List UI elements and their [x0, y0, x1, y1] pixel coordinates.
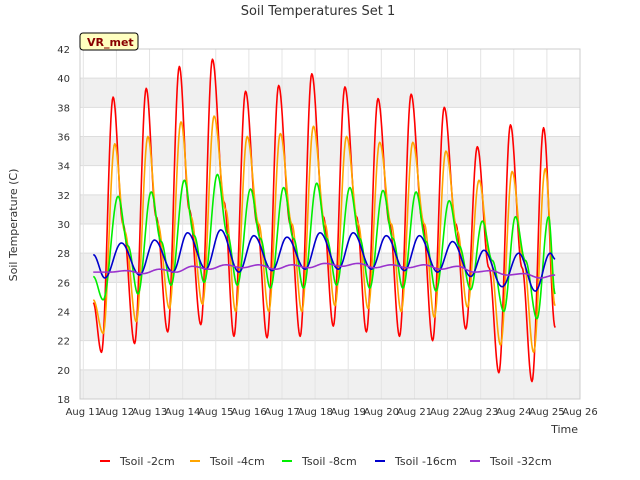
- x-tick-label: Aug 25: [529, 407, 564, 418]
- series-line: [92, 173, 556, 320]
- x-tick-label: Aug 13: [132, 407, 167, 418]
- legend-label: Tsoil -16cm: [394, 455, 457, 468]
- x-tick-label: Aug 14: [165, 407, 200, 418]
- station-badge: VR_met: [79, 32, 139, 51]
- x-tick-label: Aug 18: [297, 407, 332, 418]
- x-tick-label: Aug 20: [364, 407, 399, 418]
- chart-title: Soil Temperatures Set 1: [241, 4, 396, 19]
- station-badge-text: VR_met: [87, 36, 134, 49]
- x-tick-label: Aug 26: [562, 407, 597, 418]
- legend-item: Tsoil -16cm: [375, 455, 457, 468]
- y-axis-ticks: 18 20 22 24 26 28 30 32 34 36 38 40 42: [57, 45, 70, 406]
- series-line: [92, 115, 556, 354]
- legend-item: Tsoil -4cm: [190, 455, 265, 468]
- y-tick-label: 20: [57, 366, 70, 377]
- y-tick-label: 32: [57, 191, 70, 202]
- y-tick-label: 22: [57, 337, 70, 348]
- x-tick-label: Aug 19: [330, 407, 365, 418]
- legend-item: Tsoil -32cm: [470, 455, 552, 468]
- legend-item: Tsoil -2cm: [100, 455, 175, 468]
- y-tick-label: 40: [57, 74, 70, 85]
- y-tick-label: 30: [57, 220, 70, 231]
- y-tick-label: 34: [57, 162, 70, 173]
- y-tick-label: 18: [57, 395, 70, 406]
- y-axis-label: Soil Temperature (C): [7, 169, 20, 282]
- legend-label: Tsoil -8cm: [301, 455, 357, 468]
- plot-band: [80, 136, 580, 166]
- y-tick-label: 42: [57, 45, 70, 56]
- x-tick-label: Aug 22: [430, 407, 465, 418]
- x-axis-label: Time: [550, 423, 578, 436]
- series-line: [93, 262, 556, 279]
- legend-label: Tsoil -32cm: [489, 455, 552, 468]
- x-tick-label: Aug 15: [198, 407, 233, 418]
- y-tick-label: 38: [57, 103, 70, 114]
- x-tick-label: Aug 17: [264, 407, 299, 418]
- legend-item: Tsoil -8cm: [282, 455, 357, 468]
- y-tick-label: 24: [57, 308, 70, 319]
- legend-label: Tsoil -4cm: [209, 455, 265, 468]
- plot-band: [80, 78, 580, 108]
- y-tick-label: 28: [57, 249, 70, 260]
- series-line: [93, 229, 556, 292]
- plot-area: [79, 48, 581, 400]
- y-tick-label: 26: [57, 278, 70, 289]
- station-badge-box: [79, 32, 139, 51]
- plot-band: [80, 311, 580, 341]
- x-tick-label: Aug 24: [496, 407, 531, 418]
- y-tick-label: 36: [57, 133, 70, 144]
- plot-band: [80, 194, 580, 224]
- x-tick-label: Aug 23: [463, 407, 498, 418]
- legend: Tsoil -2cm Tsoil -4cm Tsoil -8cm Tsoil -16c…: [100, 455, 552, 468]
- x-tick-label: Aug 12: [99, 407, 134, 418]
- x-tick-label: Aug 21: [397, 407, 432, 418]
- plot-band: [80, 369, 580, 399]
- legend-label: Tsoil -2cm: [119, 455, 175, 468]
- x-tick-label: Aug 16: [231, 407, 266, 418]
- series-lines: [92, 58, 556, 383]
- x-tick-label: Aug 11: [66, 407, 101, 418]
